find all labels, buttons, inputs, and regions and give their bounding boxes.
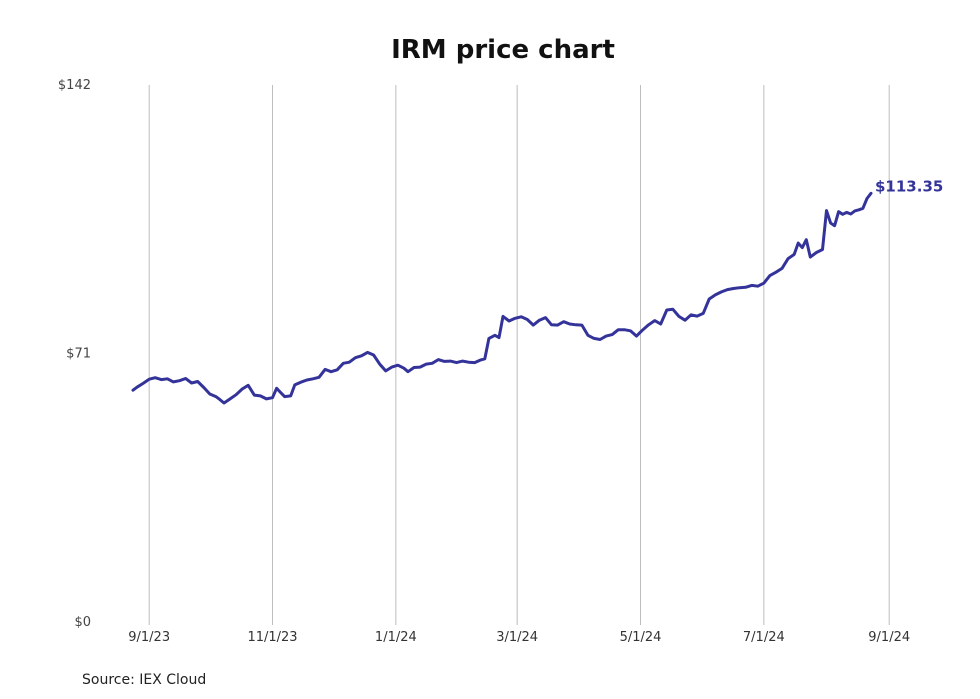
y-tick-label: $71 [66,347,91,362]
source-note: Source: IEX Cloud [82,672,206,688]
chart-title: IRM price chart [391,35,615,65]
y-tick-label: $142 [58,78,91,93]
x-tick-label: 3/1/24 [496,630,538,645]
price-line [131,191,873,405]
x-tick-label: 5/1/24 [620,630,662,645]
y-tick-label: $0 [74,615,91,630]
x-tick-label: 11/1/23 [247,630,297,645]
x-tick-label: 7/1/24 [743,630,785,645]
x-tick-label: 9/1/23 [128,630,170,645]
y-axis: $0 $71 $142 [58,78,91,630]
x-grid [148,85,890,625]
x-axis: 9/1/23 11/1/23 1/1/24 3/1/24 5/1/24 7/1/24 9/1… [128,630,910,645]
x-tick-label: 9/1/24 [868,630,910,645]
last-price-label: $113.35 [875,177,943,195]
x-tick-label: 1/1/24 [375,630,417,645]
